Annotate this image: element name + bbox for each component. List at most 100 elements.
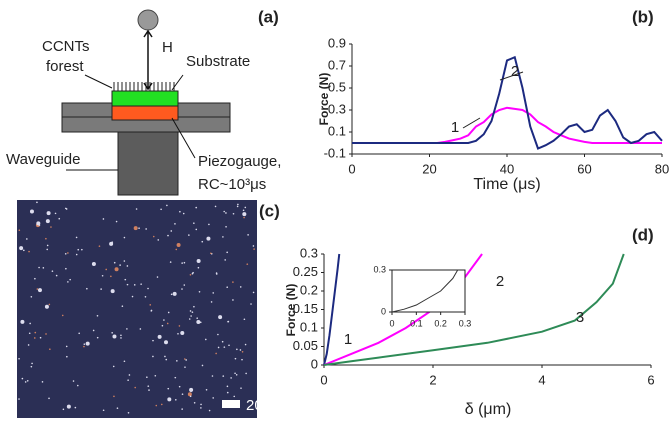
speckle — [190, 315, 192, 317]
speckle — [242, 212, 246, 216]
speckle — [227, 321, 229, 323]
waveguide — [118, 132, 178, 195]
speckle — [253, 292, 255, 294]
speckle — [240, 286, 242, 288]
speckle — [46, 249, 48, 251]
speckle — [73, 380, 75, 382]
speckle — [184, 366, 186, 368]
speckle — [228, 344, 230, 346]
speckle — [49, 304, 51, 306]
speckle — [29, 323, 31, 325]
speckle — [146, 376, 148, 378]
series-line — [352, 108, 662, 143]
speckle — [129, 374, 131, 376]
speckle — [190, 390, 192, 392]
x-tick-label: 4 — [538, 372, 545, 387]
x-tick-label: 0 — [389, 318, 394, 328]
speckle — [55, 213, 57, 215]
y-axis-label: Force (N) — [284, 284, 298, 337]
speckle — [153, 236, 155, 238]
speckle — [157, 239, 159, 241]
substrate — [112, 91, 178, 106]
speckle — [45, 305, 49, 309]
speckle — [19, 229, 21, 231]
speckle — [134, 284, 136, 286]
speckle — [175, 249, 177, 251]
speckle — [190, 395, 192, 397]
speckle — [215, 206, 217, 208]
speckle — [244, 318, 246, 320]
label: RC~10³μs — [198, 176, 266, 193]
label: CCNTs — [42, 38, 90, 55]
panel-label: (b) — [632, 7, 654, 26]
x-axis-label: δ (μm) — [465, 401, 512, 418]
speckle — [217, 334, 219, 336]
speckle — [115, 267, 119, 271]
speckle — [77, 385, 79, 387]
speckle — [31, 366, 33, 368]
speckle — [103, 409, 105, 411]
speckle — [30, 209, 34, 213]
speckle — [183, 284, 185, 286]
speckle — [116, 221, 118, 223]
diagram: CCNTs forest H Substrate Waveguide Piezo… — [6, 7, 281, 195]
speckle — [66, 208, 68, 210]
speckle — [206, 237, 210, 241]
speckle — [177, 333, 179, 335]
speckle — [179, 211, 181, 213]
speckle — [127, 265, 129, 267]
speckle — [200, 404, 202, 406]
speckle — [105, 269, 107, 271]
speckle — [28, 251, 30, 253]
label: Waveguide — [6, 151, 81, 168]
speckle — [170, 261, 172, 263]
speckle — [62, 315, 64, 317]
speckle — [233, 213, 235, 215]
speckle — [200, 407, 202, 409]
speckle — [195, 229, 197, 231]
speckle — [232, 299, 234, 301]
speckle — [211, 301, 213, 303]
panel-label: (d) — [632, 225, 654, 244]
speckle — [52, 270, 54, 272]
label: Substrate — [186, 53, 250, 70]
speckle — [165, 359, 167, 361]
speckle — [84, 343, 86, 345]
x-tick-label: 0 — [320, 372, 327, 387]
y-tick-label: 0.1 — [300, 319, 318, 334]
speckle — [45, 238, 47, 240]
speckle — [234, 372, 236, 374]
speckle — [240, 387, 242, 389]
figure: CCNTs forest H Substrate Waveguide Piezo… — [0, 0, 669, 424]
speckle — [27, 380, 29, 382]
speckle — [47, 211, 51, 215]
speckle — [205, 339, 207, 341]
speckle — [92, 262, 96, 266]
speckle — [209, 410, 211, 412]
speckle — [189, 318, 191, 320]
x-tick-label: 2 — [429, 372, 436, 387]
speckle — [86, 288, 88, 290]
speckle — [45, 333, 47, 335]
ball — [138, 10, 158, 30]
speckle — [97, 337, 99, 339]
speckle — [196, 317, 198, 319]
speckle — [196, 320, 200, 324]
panel-label: (a) — [258, 7, 279, 26]
speckle — [124, 360, 126, 362]
speckle — [235, 358, 237, 360]
speckle — [132, 296, 134, 298]
speckle — [216, 273, 218, 275]
speckle — [195, 207, 197, 209]
speckle — [136, 208, 138, 210]
x-tick-label: 0.1 — [410, 318, 423, 328]
speckle — [152, 356, 154, 358]
speckle — [158, 335, 162, 339]
y-tick-label: 0 — [381, 306, 386, 316]
speckle — [138, 227, 140, 229]
speckle — [148, 389, 150, 391]
speckle — [109, 242, 113, 246]
speckle — [67, 281, 69, 283]
speckle — [127, 284, 129, 286]
speckle — [188, 392, 192, 396]
